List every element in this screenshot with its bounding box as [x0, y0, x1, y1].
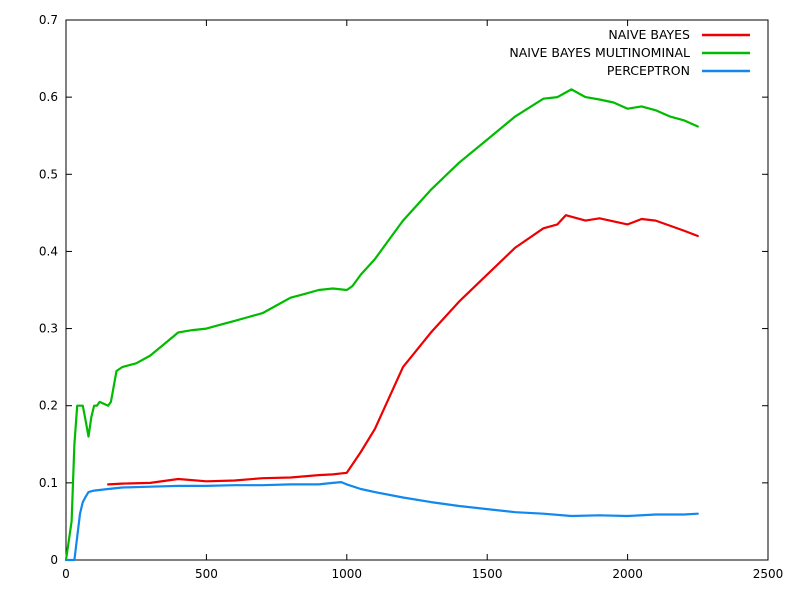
y-tick-label: 0: [50, 553, 58, 567]
x-tick-label: 2500: [753, 567, 784, 581]
y-tick-label: 0.5: [39, 167, 58, 181]
legend: NAIVE BAYES NAIVE BAYES MULTINOMINAL PERCE…: [509, 27, 750, 78]
x-tick-label: 1500: [472, 567, 503, 581]
legend-label-1: NAIVE BAYES MULTINOMINAL: [509, 45, 690, 60]
series-line-0: [106, 214, 699, 486]
y-tick-label: 0.3: [39, 322, 58, 336]
axis-tick-labels: 0 500 1000 1500 2000 2500 0 0.1 0.2 0.3 0.4 0.5 0.6 0…: [39, 13, 783, 581]
y-tick-label: 0.7: [39, 13, 58, 27]
series-line-1: [64, 88, 699, 562]
legend-label-0: NAIVE BAYES: [608, 27, 690, 42]
series-layer: [64, 88, 699, 562]
y-tick-label: 0.1: [39, 476, 58, 490]
y-tick-label: 0.2: [39, 399, 58, 413]
x-tick-label: 0: [62, 567, 70, 581]
x-tick-label: 500: [195, 567, 218, 581]
y-tick-label: 0.4: [39, 244, 58, 258]
series-line-2: [64, 481, 699, 562]
x-tick-label: 1000: [332, 567, 363, 581]
plot-frame: [65, 19, 769, 561]
x-tick-label: 2000: [612, 567, 643, 581]
y-tick-label: 0.6: [39, 90, 58, 104]
legend-label-2: PERCEPTRON: [607, 63, 690, 78]
